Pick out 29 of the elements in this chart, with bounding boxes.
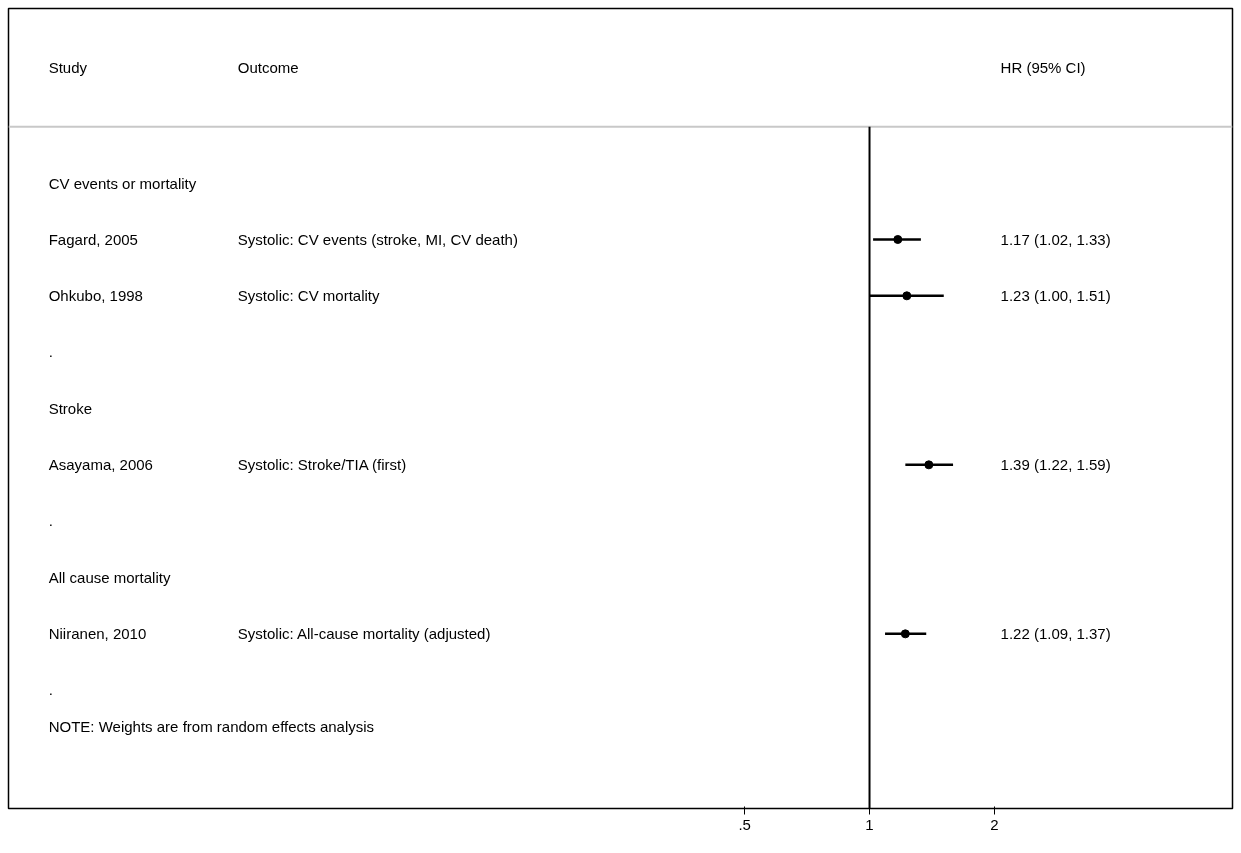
- y-tick-label: Fagard, 2005: [48, 230, 138, 248]
- annotation: 1.17 (1.02, 1.33): [1000, 230, 1111, 248]
- text: Study: [48, 59, 88, 77]
- annotation: 1.23 (1.00, 1.51): [1000, 287, 1111, 305]
- y-tick-label: Niiranen, 2010: [48, 625, 147, 643]
- annotation: Systolic: All-cause mortality (adjusted): [237, 625, 491, 643]
- y-tick-label: CV events or mortality: [48, 174, 197, 192]
- text: NOTE: Weights are from random effects analysis: [48, 718, 375, 736]
- y-tick-label: .: [48, 681, 53, 699]
- text: HR (95% CI): [1000, 59, 1086, 77]
- annotation: 1.22 (1.09, 1.37): [1000, 625, 1111, 643]
- text: Outcome: [237, 59, 299, 77]
- point: [893, 234, 903, 244]
- y-tick-label: .: [48, 512, 53, 530]
- y-tick-label: Ohkubo, 1998: [48, 287, 143, 305]
- y-tick-label: .: [48, 343, 53, 361]
- y-tick-label: Stroke: [48, 400, 93, 417]
- annotation: Systolic: CV events (stroke, MI, CV death): [237, 230, 518, 248]
- annotation: Systolic: CV mortality: [237, 287, 381, 305]
- annotation: Systolic: Stroke/TIA (first): [237, 456, 407, 474]
- y-tick-label: All cause mortality: [48, 569, 171, 587]
- point: [902, 291, 912, 301]
- annotation: 1.39 (1.22, 1.59): [1000, 456, 1111, 474]
- y-tick-label: Asayama, 2006: [48, 456, 153, 474]
- point: [900, 629, 910, 639]
- x-tick-label: 2: [990, 815, 999, 833]
- x-tick-label: .5: [738, 815, 751, 833]
- x-tick-label: 1: [865, 815, 874, 833]
- point: [924, 460, 934, 470]
